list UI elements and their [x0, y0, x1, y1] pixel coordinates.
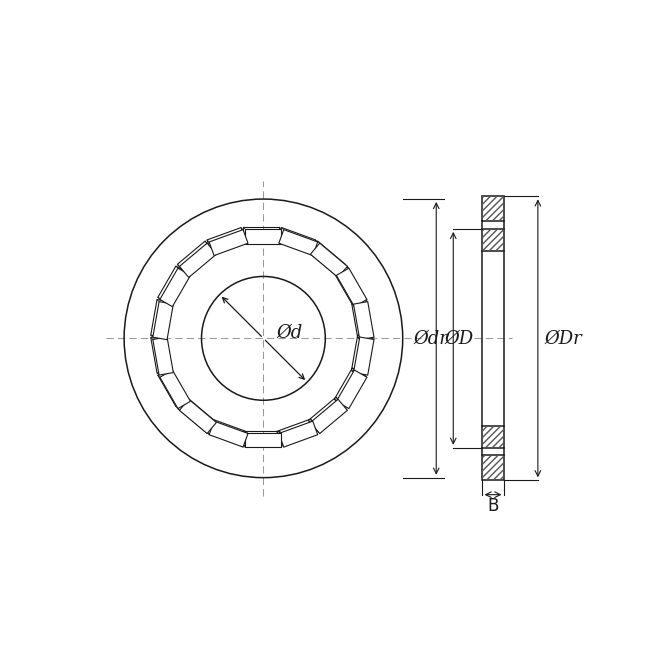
Polygon shape [180, 243, 216, 277]
Bar [482, 456, 505, 480]
Polygon shape [310, 243, 347, 277]
Polygon shape [354, 302, 374, 340]
Polygon shape [279, 230, 318, 255]
Text: B: B [487, 497, 498, 515]
Bar [482, 426, 505, 448]
Polygon shape [160, 268, 190, 307]
Text: ØD: ØD [444, 330, 474, 347]
Bar [482, 456, 505, 480]
Bar [482, 229, 505, 251]
Polygon shape [180, 399, 216, 433]
Polygon shape [310, 399, 347, 433]
Polygon shape [245, 229, 281, 244]
Text: Ødr: Ødr [413, 330, 448, 347]
Polygon shape [160, 370, 190, 409]
Bar [482, 196, 505, 221]
Polygon shape [336, 370, 367, 409]
Bar [482, 229, 505, 251]
Text: Ød: Ød [276, 324, 303, 342]
Polygon shape [153, 337, 174, 375]
Polygon shape [336, 268, 367, 307]
Polygon shape [209, 230, 248, 255]
Polygon shape [153, 302, 174, 340]
Polygon shape [245, 433, 281, 448]
Text: ØDr: ØDr [544, 330, 582, 347]
Polygon shape [279, 421, 318, 447]
Bar [482, 426, 505, 448]
Bar [482, 196, 505, 221]
Polygon shape [354, 337, 374, 375]
Polygon shape [209, 421, 248, 447]
